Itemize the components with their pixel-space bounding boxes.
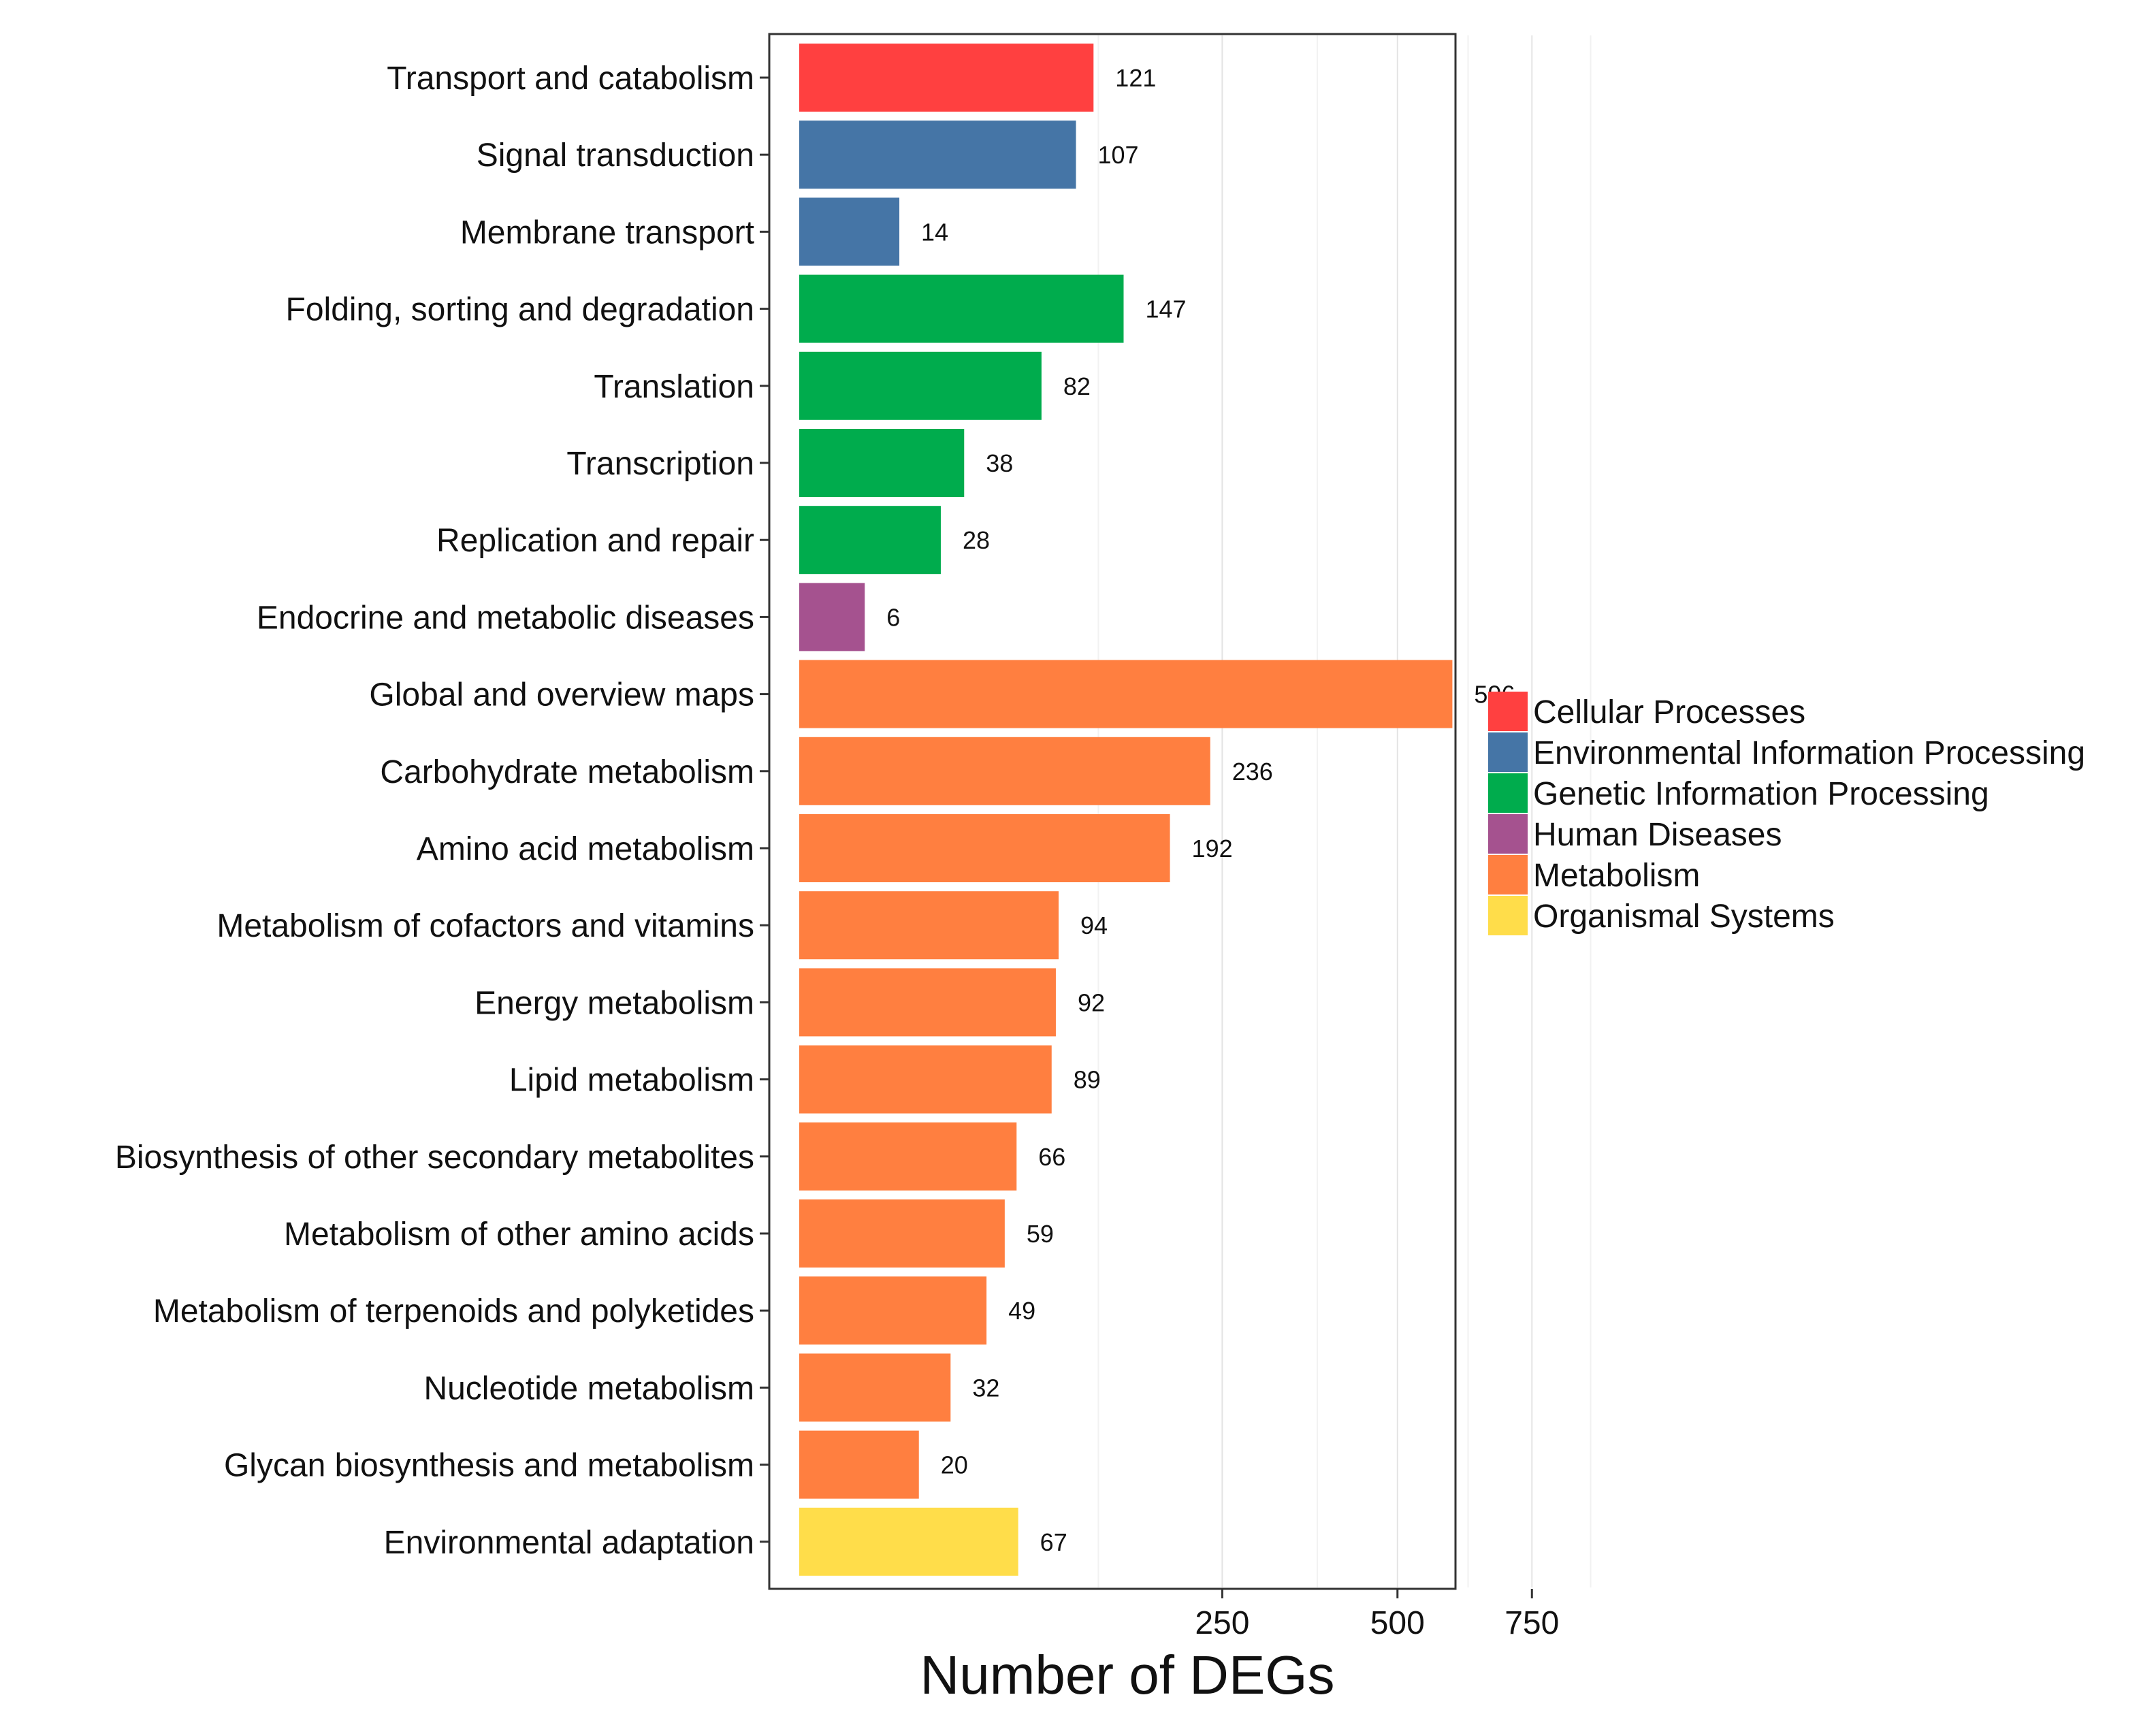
- category-axis: Transport and catabolism Signal transduct…: [115, 61, 769, 1561]
- category-label: Translation: [594, 369, 754, 405]
- x-axis-title: Number of DEGs: [920, 1645, 1334, 1705]
- legend-label: Environmental Information Processing: [1533, 735, 2085, 771]
- bar: [799, 1045, 1052, 1114]
- bar: [799, 120, 1076, 189]
- category-label: Global and overview maps: [369, 677, 754, 713]
- x-tick-label: 500: [1370, 1605, 1425, 1641]
- bar: [799, 1507, 1018, 1576]
- bar: [799, 506, 941, 575]
- bar: [799, 429, 965, 497]
- legend-label: Human Diseases: [1533, 817, 1782, 853]
- bar: [799, 968, 1056, 1037]
- value-label: 14: [921, 218, 948, 246]
- value-label: 49: [1008, 1297, 1035, 1325]
- category-label: Lipid metabolism: [509, 1063, 754, 1099]
- bar: [799, 44, 1094, 112]
- plot-panel-border: [768, 33, 1457, 1590]
- legend-label: Organismal Systems: [1533, 899, 1835, 935]
- category-label: Folding, sorting and degradation: [286, 292, 754, 328]
- bar: [799, 1353, 951, 1422]
- x-tick-label: 750: [1505, 1605, 1559, 1641]
- category-label: Energy metabolism: [474, 985, 754, 1021]
- value-label: 32: [972, 1374, 999, 1402]
- legend-swatch: [1488, 732, 1528, 772]
- gridlines: [1097, 35, 1592, 1587]
- value-label: 20: [941, 1451, 968, 1479]
- category-label: Replication and repair: [436, 523, 754, 559]
- value-label: 67: [1040, 1528, 1067, 1556]
- value-label: 66: [1038, 1143, 1065, 1171]
- category-label: Transcription: [566, 446, 754, 482]
- bar: [799, 1430, 919, 1499]
- legend-label: Metabolism: [1533, 858, 1700, 894]
- value-label: 38: [986, 449, 1013, 477]
- value-label: 236: [1232, 758, 1273, 786]
- bar: [799, 660, 1453, 728]
- value-label: 89: [1074, 1066, 1101, 1094]
- bar: [799, 351, 1042, 420]
- bar: [799, 1199, 1005, 1268]
- value-label: 147: [1145, 295, 1186, 323]
- bar: [799, 583, 865, 651]
- value-label: 59: [1027, 1220, 1054, 1248]
- category-label: Amino acid metabolism: [417, 831, 754, 867]
- legend-swatch: [1488, 855, 1528, 894]
- category-label: Metabolism of other amino acids: [284, 1216, 754, 1253]
- legend-swatch: [1488, 814, 1528, 854]
- bar: [799, 737, 1210, 805]
- value-label: 107: [1098, 141, 1139, 169]
- legend-swatch: [1488, 773, 1528, 813]
- bar: [799, 1122, 1017, 1191]
- value-label: 94: [1080, 912, 1108, 939]
- category-label: Endocrine and metabolic diseases: [257, 600, 754, 636]
- x-tick-label: 250: [1195, 1605, 1249, 1641]
- value-label: 92: [1078, 988, 1105, 1016]
- value-label: 121: [1115, 64, 1156, 92]
- legend-label: Cellular Processes: [1533, 694, 1805, 730]
- bar: [799, 814, 1170, 882]
- category-label: Nucleotide metabolism: [423, 1370, 754, 1406]
- value-axis: 250 500 750: [1195, 1589, 1559, 1641]
- legend: Cellular Processes Environmental Informat…: [1488, 692, 2085, 935]
- category-label: Environmental adaptation: [384, 1525, 754, 1561]
- category-label: Metabolism of cofactors and vitamins: [216, 908, 754, 944]
- value-label: 6: [886, 603, 900, 631]
- bar: [799, 891, 1059, 960]
- value-label: 192: [1192, 835, 1233, 862]
- category-label: Signal transduction: [477, 138, 754, 174]
- value-label: 28: [963, 526, 990, 554]
- legend-swatch: [1488, 896, 1528, 935]
- category-label: Biosynthesis of other secondary metaboli…: [115, 1140, 754, 1176]
- bar: [799, 1276, 987, 1345]
- bar: [799, 197, 900, 266]
- value-label: 82: [1063, 372, 1091, 400]
- legend-label: Genetic Information Processing: [1533, 776, 1989, 812]
- category-label: Carbohydrate metabolism: [380, 754, 754, 790]
- category-label: Metabolism of terpenoids and polyketides: [153, 1293, 754, 1329]
- bar: [799, 274, 1124, 343]
- category-label: Glycan biosynthesis and metabolism: [224, 1448, 754, 1484]
- legend-swatch: [1488, 692, 1528, 731]
- category-label: Membrane transport: [460, 214, 754, 251]
- category-label: Transport and catabolism: [387, 61, 754, 97]
- bars: 1211071414782382865962361929492896659493…: [799, 44, 1515, 1576]
